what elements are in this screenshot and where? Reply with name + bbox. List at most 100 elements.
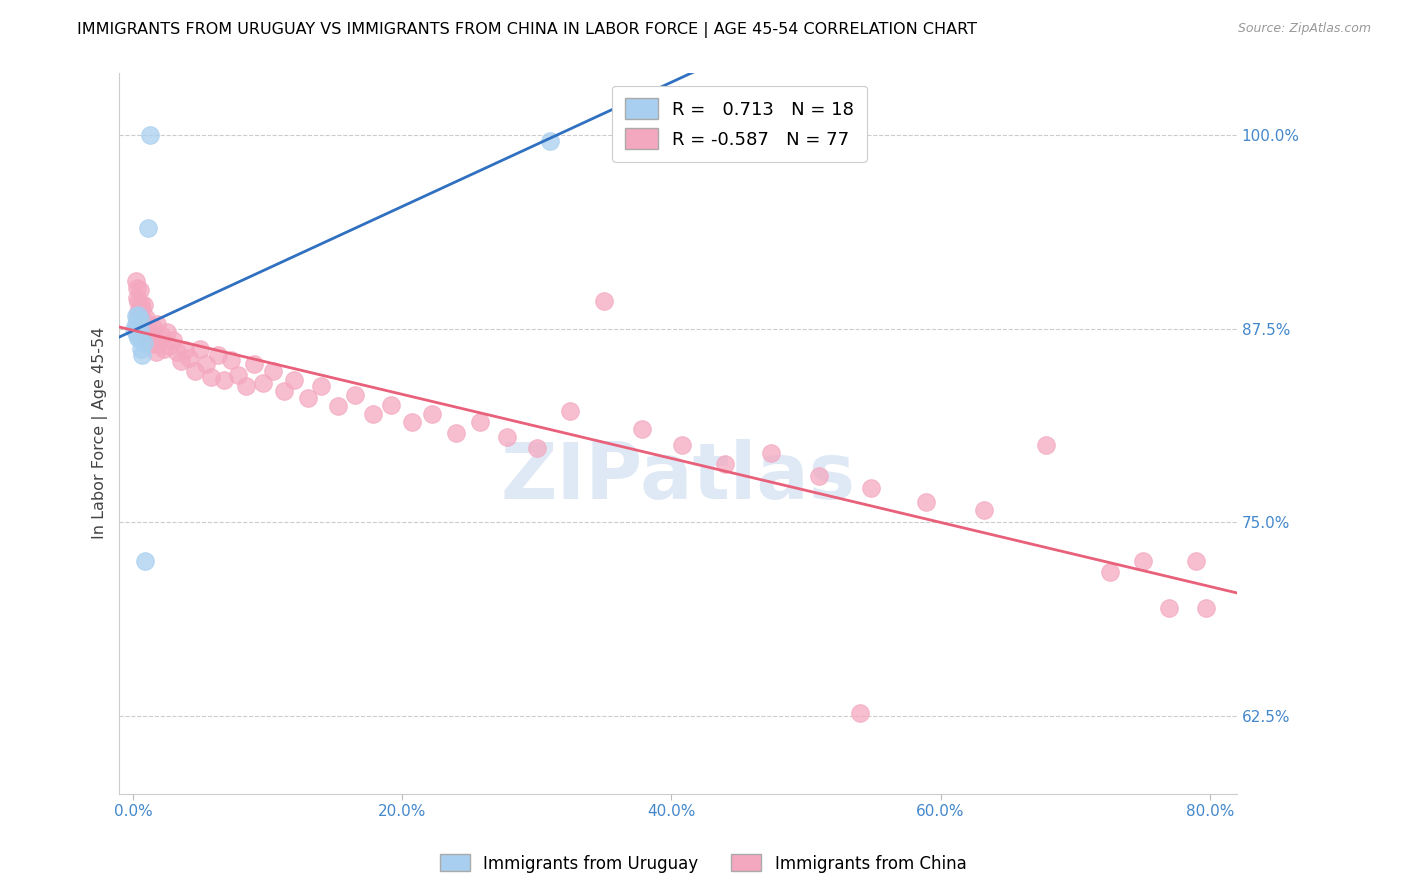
Point (136, 221, 159, 235)
Point (380, 398, 402, 412)
Point (214, 373, 236, 387)
Point (128, 308, 150, 322)
Point (401, 415, 423, 429)
Point (125, 291, 148, 305)
Point (128, 283, 150, 297)
Point (194, 357, 217, 371)
Point (1099, 565, 1122, 579)
Point (226, 368, 249, 383)
Point (139, 128, 162, 142)
Point (138, 333, 160, 347)
Point (134, 554, 156, 568)
Point (859, 481, 882, 495)
Point (125, 314, 148, 328)
Point (170, 354, 193, 368)
Point (135, 310, 157, 325)
Point (142, 320, 165, 334)
Point (671, 438, 693, 452)
Point (538, 134, 561, 148)
Point (139, 326, 162, 341)
Point (219, 352, 242, 367)
Y-axis label: In Labor Force | Age 45-54: In Labor Force | Age 45-54 (93, 327, 108, 540)
Point (125, 281, 148, 295)
Point (148, 337, 170, 351)
Point (235, 379, 257, 393)
Point (311, 379, 333, 393)
Point (129, 297, 152, 311)
Point (283, 373, 305, 387)
Point (127, 304, 149, 318)
Point (124, 310, 146, 324)
Point (849, 706, 872, 720)
Point (131, 321, 153, 335)
Point (1185, 554, 1208, 568)
Point (973, 503, 995, 517)
Point (808, 469, 831, 483)
Point (157, 339, 180, 353)
Point (128, 321, 150, 335)
Point (162, 333, 184, 347)
Point (128, 312, 150, 326)
Point (132, 314, 155, 328)
Text: ZIPatlas: ZIPatlas (501, 439, 856, 515)
Point (153, 342, 176, 356)
Point (297, 392, 319, 406)
Point (127, 295, 149, 310)
Legend: Immigrants from Uruguay, Immigrants from China: Immigrants from Uruguay, Immigrants from… (433, 847, 973, 880)
Point (131, 301, 153, 316)
Point (131, 348, 153, 362)
Point (914, 495, 936, 509)
Point (593, 293, 616, 308)
Point (174, 343, 197, 358)
Point (444, 425, 467, 440)
Point (630, 422, 652, 436)
Point (496, 430, 519, 444)
Point (759, 445, 782, 459)
Point (1035, 438, 1057, 452)
Point (124, 274, 146, 288)
Point (127, 308, 149, 322)
Point (326, 399, 349, 413)
Legend: R =   0.713   N = 18, R = -0.587   N = 77: R = 0.713 N = 18, R = -0.587 N = 77 (613, 86, 866, 161)
Point (125, 327, 148, 342)
Text: IMMIGRANTS FROM URUGUAY VS IMMIGRANTS FROM CHINA IN LABOR FORCE | AGE 45-54 CORR: IMMIGRANTS FROM URUGUAY VS IMMIGRANTS FR… (77, 22, 977, 38)
Point (344, 388, 367, 402)
Point (141, 337, 163, 351)
Point (470, 415, 492, 429)
Point (134, 321, 156, 335)
Point (166, 345, 188, 359)
Point (132, 298, 155, 312)
Point (127, 331, 149, 345)
Point (146, 317, 169, 331)
Point (243, 357, 266, 371)
Point (145, 345, 167, 359)
Point (129, 317, 152, 331)
Point (560, 404, 582, 418)
Point (184, 363, 207, 377)
Point (262, 363, 284, 377)
Point (132, 335, 155, 350)
Point (273, 384, 295, 398)
Point (207, 348, 229, 362)
Point (1159, 600, 1181, 615)
Point (1195, 600, 1218, 615)
Point (124, 317, 146, 331)
Point (125, 320, 148, 334)
Point (526, 441, 548, 455)
Point (420, 407, 443, 421)
Point (122, 321, 145, 335)
Point (155, 325, 177, 339)
Point (252, 376, 274, 390)
Point (188, 342, 211, 356)
Point (136, 320, 159, 334)
Point (143, 329, 166, 343)
Text: Source: ZipAtlas.com: Source: ZipAtlas.com (1237, 22, 1371, 36)
Point (200, 369, 222, 384)
Point (129, 333, 152, 347)
Point (135, 329, 157, 343)
Point (129, 342, 152, 356)
Point (1132, 554, 1154, 568)
Point (361, 407, 384, 421)
Point (150, 327, 173, 342)
Point (179, 351, 201, 365)
